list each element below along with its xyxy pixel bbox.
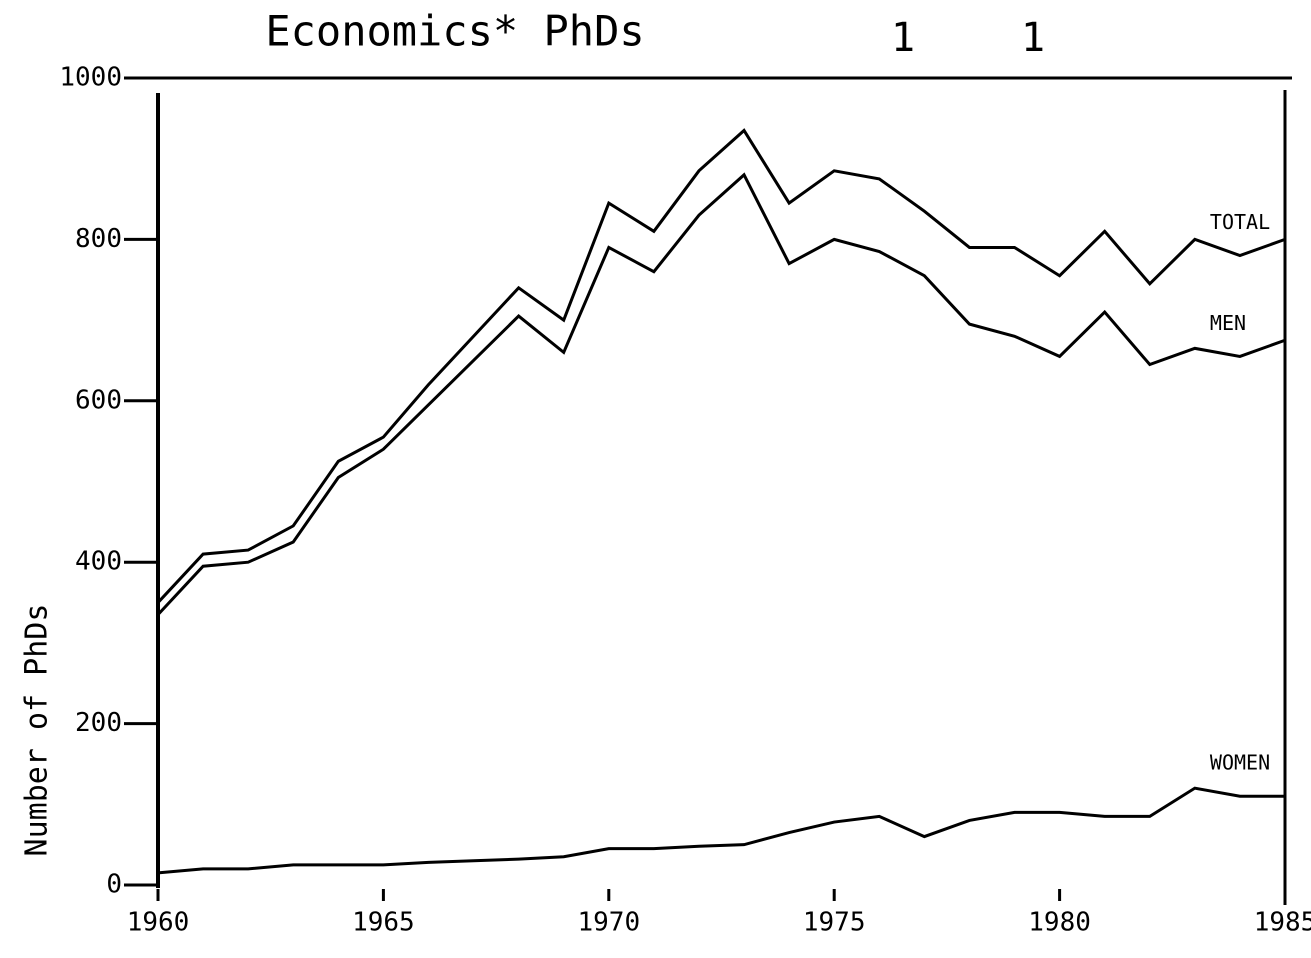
series-label: TOTAL bbox=[1210, 210, 1270, 234]
y-tick-label: 800 bbox=[75, 224, 122, 254]
y-tick-label: 0 bbox=[106, 870, 122, 900]
chart-title: Economics* PhDs bbox=[265, 7, 644, 56]
line bbox=[157, 786, 1285, 875]
annotation: 1 bbox=[891, 15, 915, 61]
x-tick-label: 1975 bbox=[803, 908, 866, 938]
line bbox=[156, 128, 1286, 604]
annotation: 1 bbox=[1021, 15, 1045, 61]
x-tick-label: 1970 bbox=[577, 908, 640, 938]
y-axis-label: Number of PhDs bbox=[20, 604, 55, 857]
y-tick-label: 200 bbox=[75, 708, 122, 738]
x-tick-label: 1965 bbox=[352, 908, 415, 938]
x-tick-label: 1960 bbox=[127, 908, 190, 938]
series-label: MEN bbox=[1210, 311, 1246, 335]
line bbox=[156, 172, 1286, 616]
y-tick-label: 400 bbox=[75, 547, 122, 577]
x-tick-label: 1985 bbox=[1254, 908, 1311, 938]
y-tick-label: 1000 bbox=[59, 63, 122, 93]
series-label: WOMEN bbox=[1210, 751, 1270, 775]
x-tick-label: 1980 bbox=[1028, 908, 1091, 938]
y-tick-label: 600 bbox=[75, 385, 122, 415]
